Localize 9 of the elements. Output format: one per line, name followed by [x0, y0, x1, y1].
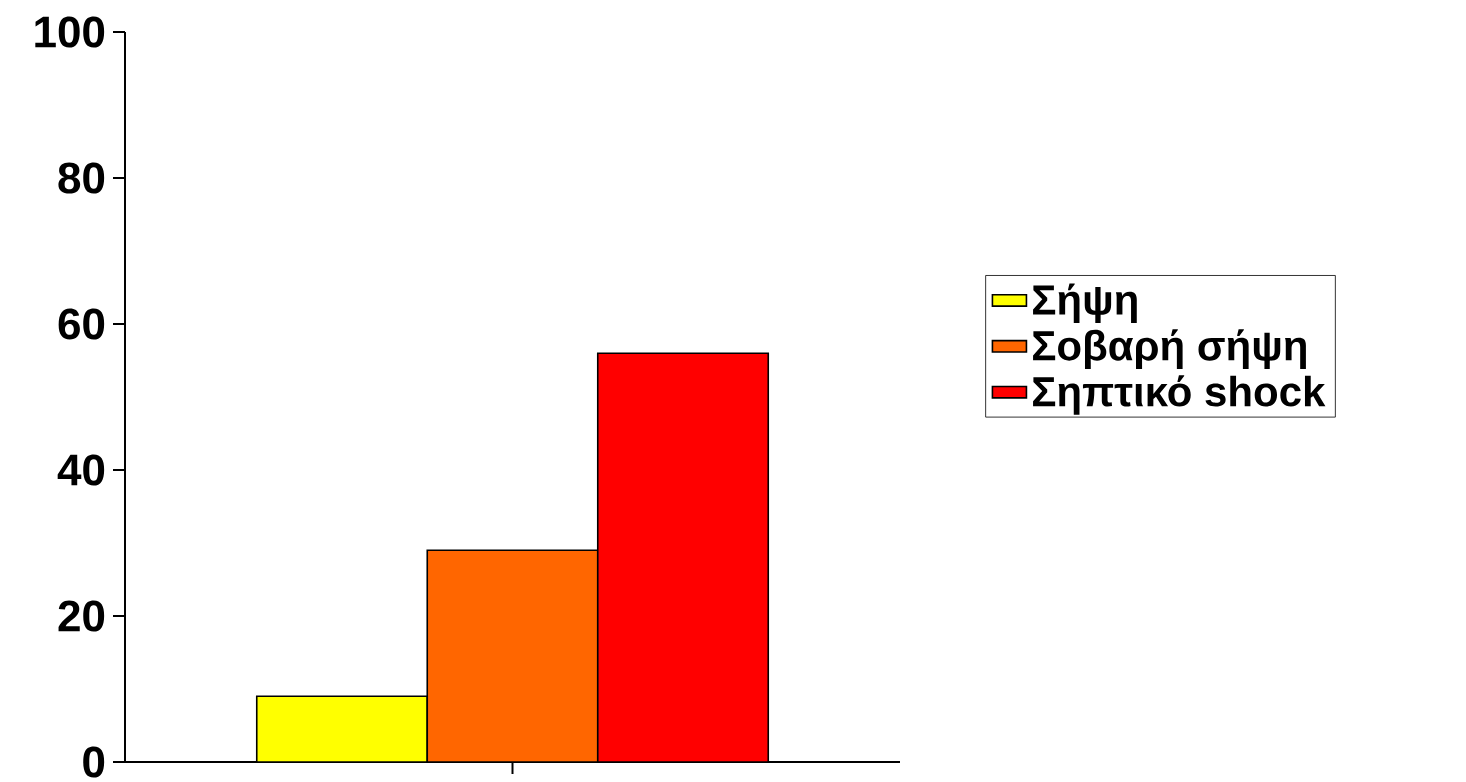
legend-label: Σήψη — [1033, 283, 1137, 324]
legend-label: Σηπτικό shock — [1033, 375, 1326, 415]
y-tick-label: 40 — [57, 454, 105, 486]
y-tick-label: 80 — [58, 162, 105, 194]
y-tick-label: 20 — [58, 600, 105, 632]
y-tick-label: 60 — [58, 308, 105, 340]
y-tick-label: 0 — [83, 746, 105, 778]
legend-label: Σοβαρή σήψη — [1033, 329, 1306, 369]
y-tick-label: 100 — [35, 16, 105, 48]
